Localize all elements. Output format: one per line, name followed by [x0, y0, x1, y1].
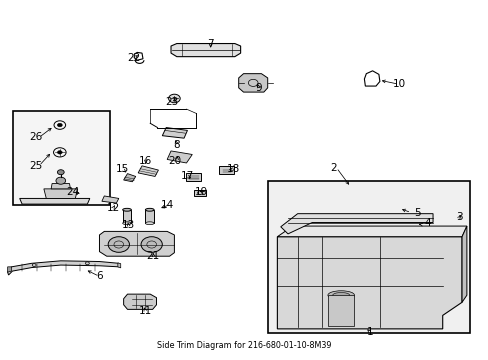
Polygon shape — [20, 198, 90, 204]
Ellipse shape — [145, 208, 154, 211]
Polygon shape — [51, 184, 70, 189]
Circle shape — [56, 177, 65, 184]
Text: 8: 8 — [173, 140, 180, 149]
Polygon shape — [118, 263, 121, 268]
Text: 4: 4 — [424, 218, 430, 228]
Text: 25: 25 — [29, 161, 42, 171]
Text: 12: 12 — [106, 203, 120, 213]
Text: 3: 3 — [455, 212, 462, 222]
Circle shape — [141, 237, 162, 252]
Polygon shape — [280, 214, 432, 234]
Polygon shape — [238, 74, 267, 92]
Text: 10: 10 — [392, 79, 405, 89]
Text: 7: 7 — [207, 39, 214, 49]
Text: 5: 5 — [413, 208, 420, 217]
Polygon shape — [277, 237, 461, 329]
Ellipse shape — [145, 222, 154, 225]
Bar — [185, 173, 201, 181]
Bar — [408, 220, 420, 227]
Bar — [267, 181, 469, 333]
Bar — [194, 190, 206, 196]
Text: 16: 16 — [139, 156, 152, 166]
Text: 11: 11 — [139, 306, 152, 316]
Bar — [374, 192, 460, 230]
Polygon shape — [162, 127, 187, 138]
Circle shape — [108, 237, 129, 252]
Polygon shape — [461, 226, 466, 302]
Circle shape — [57, 123, 62, 127]
Text: 19: 19 — [194, 188, 207, 197]
Polygon shape — [102, 196, 119, 203]
Circle shape — [57, 170, 64, 175]
Polygon shape — [99, 231, 174, 256]
Bar — [219, 166, 233, 174]
Text: 22: 22 — [127, 53, 141, 63]
Text: 21: 21 — [146, 251, 159, 261]
Ellipse shape — [332, 293, 349, 298]
Text: 26: 26 — [29, 132, 42, 143]
Polygon shape — [123, 174, 136, 182]
Bar — [384, 204, 393, 209]
Polygon shape — [44, 189, 78, 198]
Polygon shape — [8, 261, 119, 275]
Polygon shape — [8, 267, 11, 272]
Text: 9: 9 — [255, 83, 262, 93]
Text: 18: 18 — [227, 165, 240, 174]
Ellipse shape — [122, 222, 131, 225]
Text: 6: 6 — [96, 271, 102, 282]
Ellipse shape — [122, 208, 131, 211]
Text: Side Trim Diagram for 216-680-01-10-8M39: Side Trim Diagram for 216-680-01-10-8M39 — [157, 341, 331, 350]
Text: 17: 17 — [181, 171, 194, 181]
Polygon shape — [277, 226, 466, 237]
Bar — [145, 210, 154, 223]
Bar — [327, 295, 353, 326]
Bar — [13, 111, 110, 205]
Text: 15: 15 — [116, 165, 129, 174]
Polygon shape — [123, 294, 156, 309]
Text: 23: 23 — [165, 97, 178, 107]
Ellipse shape — [327, 291, 354, 300]
Text: 13: 13 — [122, 220, 135, 230]
Polygon shape — [138, 166, 158, 176]
Text: 14: 14 — [160, 200, 173, 210]
Circle shape — [57, 150, 62, 154]
Text: 20: 20 — [167, 156, 181, 166]
Polygon shape — [171, 44, 240, 57]
Polygon shape — [167, 151, 192, 163]
Text: 24: 24 — [66, 188, 80, 197]
Bar — [122, 210, 131, 223]
Circle shape — [168, 94, 180, 103]
Text: 1: 1 — [366, 327, 373, 337]
Text: 2: 2 — [330, 163, 337, 172]
